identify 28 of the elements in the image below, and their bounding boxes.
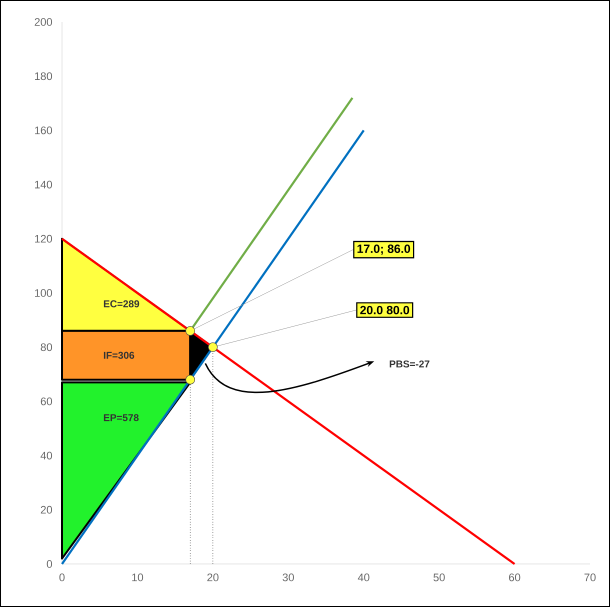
- y-tick-label: 140: [35, 180, 52, 188]
- x-tick-label: 20: [207, 574, 219, 582]
- y-tick-label: 160: [35, 126, 52, 134]
- point: [185, 374, 196, 385]
- x-tick-label: 60: [509, 574, 520, 582]
- y-tick-label: 20: [40, 506, 52, 514]
- y-tick-label: 180: [35, 72, 52, 80]
- x-tick-label: 40: [358, 574, 370, 582]
- x-tick-label: 70: [584, 574, 596, 582]
- annotation: EP=578: [104, 414, 139, 422]
- y-tick-label: 80: [40, 343, 52, 352]
- point: [185, 326, 196, 336]
- annotation: PBS=-27: [390, 360, 430, 368]
- x-tick-label: 50: [433, 574, 445, 582]
- annotation: EC=289: [104, 300, 140, 308]
- annotation: 17.0; 86.0: [358, 244, 410, 255]
- annotation: 20.0 80.0: [360, 306, 410, 314]
- x-tick-label: 10: [132, 574, 144, 582]
- x-tick-label: 0: [59, 574, 65, 582]
- y-tick-label: 60: [40, 398, 52, 406]
- y-tick-label: 100: [35, 289, 52, 297]
- y-tick-label: 120: [35, 234, 52, 243]
- annotation: IF=306: [104, 352, 134, 359]
- x-tick-label: 30: [282, 574, 294, 582]
- point: [208, 342, 218, 352]
- y-tick-label: 200: [34, 18, 52, 26]
- y-tick-label: 40: [40, 452, 52, 460]
- y-tick-label: 0: [46, 560, 52, 568]
